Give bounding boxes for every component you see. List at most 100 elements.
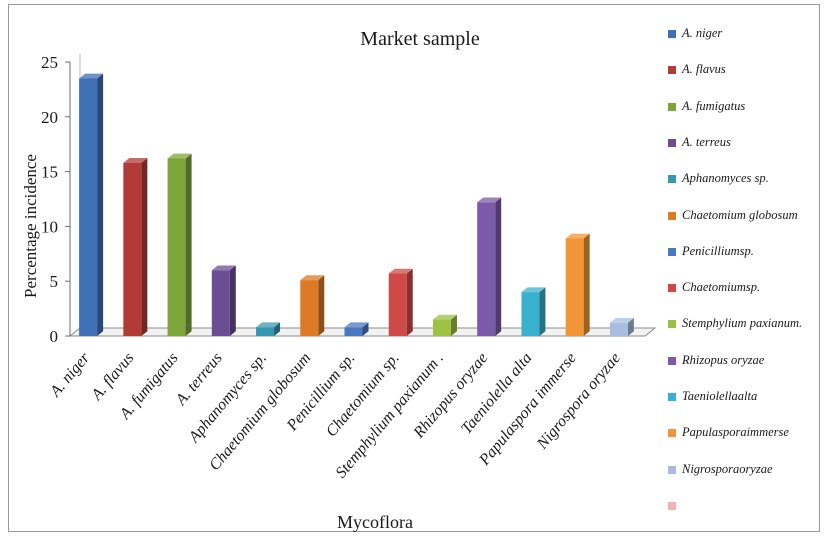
bar — [167, 153, 192, 336]
bar-front — [211, 270, 230, 336]
bar — [432, 314, 457, 336]
bar — [565, 233, 590, 336]
bar-side — [97, 73, 104, 336]
bar-front — [167, 158, 186, 336]
legend-swatch — [668, 175, 676, 184]
bar-top — [167, 153, 192, 159]
y-tick-label: 5 — [50, 272, 59, 291]
legend-item: A. flavus — [668, 62, 824, 77]
legend-swatch — [668, 247, 676, 256]
bar-side — [185, 153, 192, 336]
bar-side — [318, 275, 325, 336]
y-tick-label: 20 — [41, 108, 58, 127]
bar — [211, 265, 236, 336]
bar-front — [565, 238, 584, 336]
bar-side — [539, 287, 546, 336]
x-tick-label: Aphanomyces sp. — [185, 350, 270, 447]
legend-swatch — [668, 284, 676, 293]
y-tick-label: 0 — [50, 327, 59, 346]
bar-front — [256, 327, 275, 336]
bar-front — [432, 319, 451, 336]
legend-label: Stemphylium paxianum. — [682, 316, 803, 331]
bar-side — [406, 268, 413, 336]
bar-side — [583, 233, 590, 336]
bar — [300, 275, 325, 336]
legend-swatch — [668, 102, 676, 111]
bar-top — [344, 322, 369, 328]
x-tick-label: A. niger — [46, 349, 93, 401]
y-tick-label: 15 — [41, 163, 58, 182]
legend-swatch — [668, 30, 676, 38]
bar — [477, 197, 502, 336]
x-axis-title: Mycoflora — [337, 512, 413, 532]
bar-top — [432, 314, 457, 320]
legend-label: Taeniolellaalta — [682, 389, 758, 403]
y-axis-title: Percentage incidence — [21, 154, 40, 298]
legend-label: Nigrosporaoryzae — [682, 461, 773, 476]
legend-item: Taeniolellaalta — [668, 389, 824, 404]
bar-side — [141, 158, 148, 336]
bar-top — [388, 268, 413, 274]
chart-title: Market sample — [360, 28, 480, 50]
bar-top — [79, 73, 104, 79]
bar-top — [300, 275, 325, 281]
bar-side — [627, 318, 634, 336]
legend-label: Chaetomiumsp. — [682, 280, 761, 295]
legend-swatch — [668, 429, 676, 438]
bar-top — [477, 197, 502, 203]
bar — [521, 287, 546, 336]
bar-side — [229, 265, 236, 336]
legend-swatch — [668, 138, 676, 147]
legend-swatch — [668, 356, 676, 365]
bar — [123, 158, 148, 336]
bar — [256, 322, 281, 336]
legend-label: A. terreus — [682, 134, 731, 149]
legend-item: Penicilliumsp. — [668, 244, 824, 259]
legend-item: Chaetomium globosum — [668, 208, 824, 223]
bar-top — [256, 322, 281, 328]
legend-item: Nigrosporaoryzae — [668, 462, 824, 477]
legend-item: A. fumigatus — [668, 99, 824, 114]
bar-front — [477, 202, 496, 336]
bar-top — [211, 265, 236, 271]
bar-front — [79, 78, 98, 336]
bar-top — [521, 287, 546, 293]
bar-front — [388, 273, 407, 336]
legend-label: A. fumigatus — [682, 98, 746, 113]
legend-label: Papulasporaimmerse — [682, 425, 789, 440]
chart-frame — [8, 4, 820, 532]
bar — [609, 318, 634, 336]
legend-label: Chaetomium globosum — [682, 207, 798, 222]
legend-swatch — [668, 501, 676, 510]
legend-swatch — [668, 465, 676, 474]
legend-label: A. niger — [682, 26, 723, 40]
bar-front — [344, 327, 363, 336]
y-tick-label: 10 — [41, 217, 58, 236]
legend-label: Rhizopus oryzae — [682, 352, 765, 367]
bar-top — [123, 158, 148, 163]
legend-item: A. terreus — [668, 135, 824, 150]
bar — [388, 268, 413, 336]
bar-front — [300, 280, 319, 336]
legend-swatch — [668, 211, 676, 220]
legend-item: Stemphylium paxianum. — [668, 316, 824, 331]
legend-label: Penicilliumsp. — [682, 243, 754, 258]
bar-side — [495, 197, 502, 336]
y-tick-label: 25 — [41, 53, 58, 72]
bar-side — [450, 314, 457, 336]
bar-side — [362, 322, 369, 336]
legend-item — [668, 498, 824, 510]
legend-item: Chaetomiumsp. — [668, 280, 824, 295]
bar — [79, 73, 104, 336]
legend-swatch — [668, 66, 676, 75]
bar-top — [609, 318, 634, 323]
bar-front — [521, 292, 540, 336]
bar-side — [274, 322, 281, 336]
legend-swatch — [668, 393, 676, 401]
legend-swatch — [668, 320, 676, 329]
legend-item: A. niger — [668, 26, 824, 41]
legend-label: Aphanomyces sp. — [682, 171, 769, 186]
legend-item: Rhizopus oryzae — [668, 353, 824, 368]
